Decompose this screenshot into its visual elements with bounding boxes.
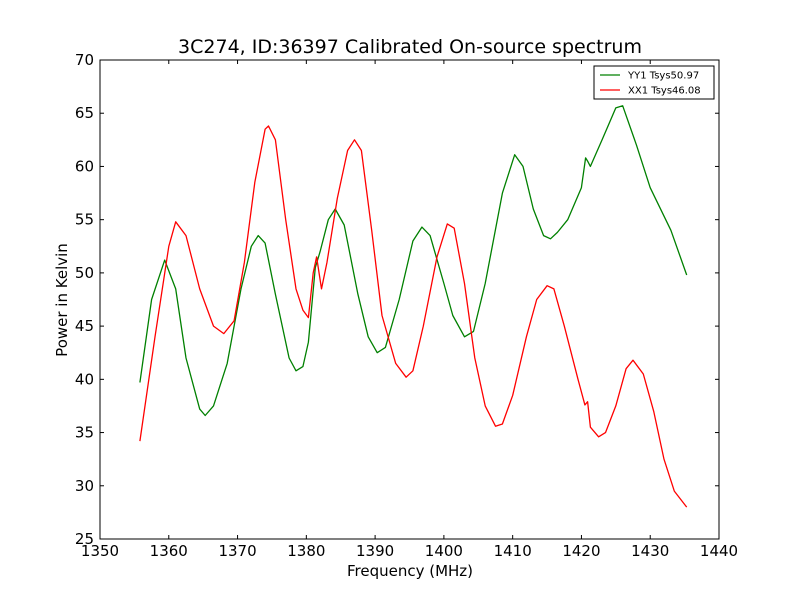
x-tick-label: 1440 (700, 542, 738, 560)
plot-area (99, 59, 720, 540)
y-axis-label: Power in Kelvin (53, 243, 71, 357)
legend-label-2: XX1 Tsys46.08 (628, 86, 701, 97)
y-tick-label: 40 (75, 370, 94, 388)
axis-ticks: 1350 1360 1370 1380 1390 1400 1410 1420 1430 1440… (75, 51, 738, 560)
x-tick-label: 1410 (494, 542, 532, 560)
x-tick-label: 1390 (356, 542, 394, 560)
x-axis-label: Frequency (MHz) (347, 562, 473, 580)
y-tick-label: 25 (75, 530, 94, 548)
y-tick-label: 55 (75, 211, 94, 229)
x-tick-label: 1430 (631, 542, 669, 560)
chart-title: 3C274, ID:36397 Calibrated On-source spe… (178, 36, 642, 58)
series-line-1 (139, 105, 688, 417)
x-tick-label: 1360 (150, 542, 188, 560)
x-tick-label: 1420 (562, 542, 600, 560)
legend: YY1 Tsys50.97 XX1 Tsys46.08 (593, 65, 715, 100)
legend-box (593, 65, 715, 100)
y-tick-label: 65 (75, 104, 94, 122)
y-tick-label: 70 (75, 51, 94, 69)
legend-label-1: YY1 Tsys50.97 (627, 71, 699, 82)
y-tick-label: 30 (75, 477, 94, 495)
x-tick-label: 1400 (425, 542, 463, 560)
y-tick-label: 35 (75, 424, 94, 442)
y-tick-label: 45 (75, 317, 94, 335)
x-tick-label: 1380 (287, 542, 325, 560)
x-tick-label: 1350 (81, 542, 119, 560)
y-tick-label: 60 (75, 157, 94, 175)
plot-frame (99, 59, 720, 540)
y-tick-label: 50 (75, 264, 94, 282)
series-line-2 (139, 125, 688, 508)
x-tick-label: 1370 (218, 542, 256, 560)
